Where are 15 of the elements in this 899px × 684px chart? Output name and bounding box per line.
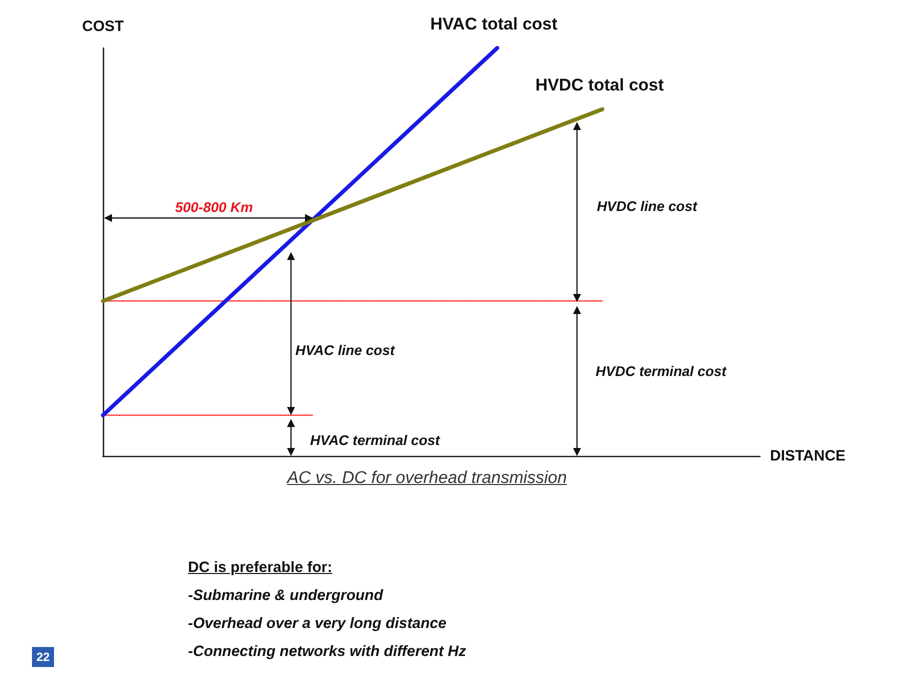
text: 22 xyxy=(32,647,54,667)
text: AC vs. DC for overhead transmission xyxy=(287,468,567,488)
series-label: HVDC total cost xyxy=(535,76,664,95)
y-axis-title: COST xyxy=(82,18,124,35)
text: DC is preferable for: xyxy=(188,559,332,576)
text: -Overhead over a very long distance xyxy=(188,615,446,632)
text: -Connecting networks with different Hz xyxy=(188,643,466,660)
annotation: HVDC terminal cost xyxy=(596,363,726,379)
x-axis-title: DISTANCE xyxy=(770,448,846,464)
annotation: HVDC line cost xyxy=(596,198,698,214)
annotation: HVAC terminal cost xyxy=(310,432,440,448)
annotation: HVAC line cost xyxy=(295,342,395,358)
text: -Submarine & underground xyxy=(188,587,383,604)
series-label: HVAC total cost xyxy=(430,14,558,34)
annotation: 500-800 Km xyxy=(175,199,253,215)
